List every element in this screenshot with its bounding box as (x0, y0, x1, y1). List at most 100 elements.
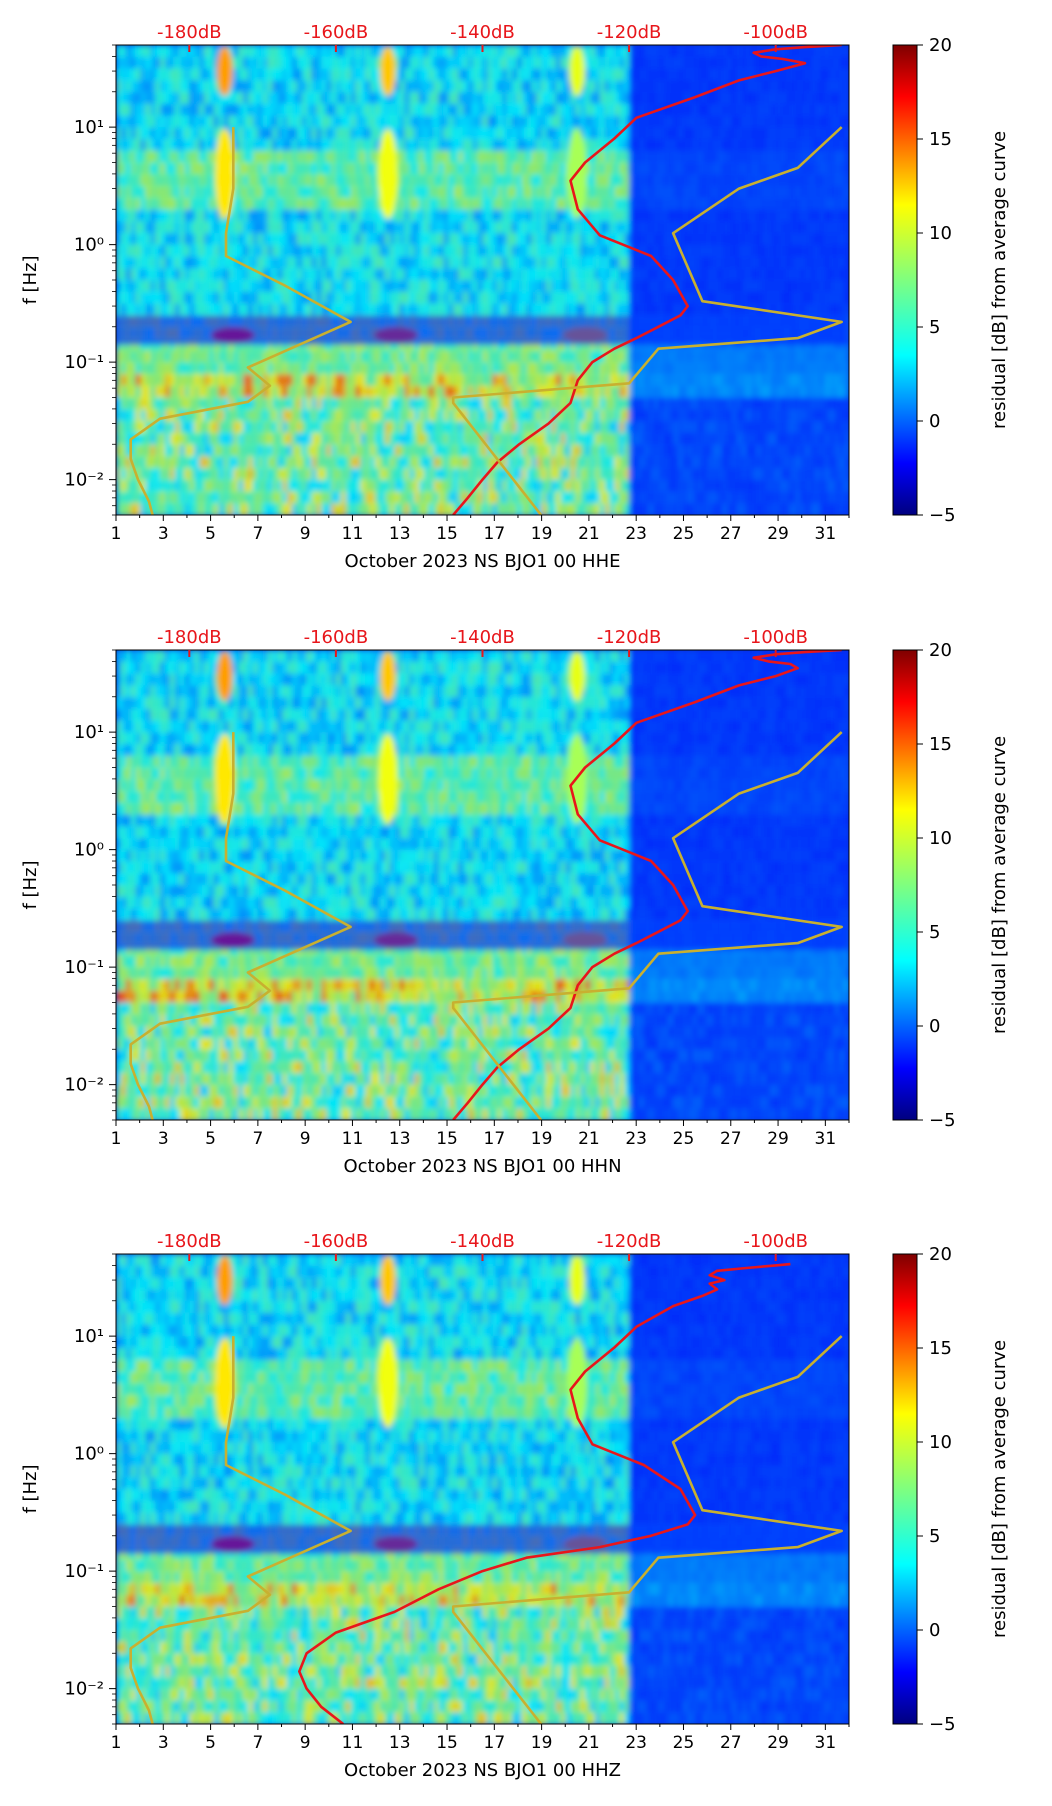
spectrogram-cell (140, 186, 147, 199)
spectrogram-cell (321, 186, 328, 199)
spectrogram-cell (179, 479, 186, 493)
spectrogram-cell (692, 456, 699, 469)
spectrogram-cell (492, 186, 499, 199)
spectrogram-cell (379, 303, 386, 317)
spectrogram-cell (194, 397, 201, 411)
spectrogram-cell (252, 92, 259, 105)
spectrogram-cell (453, 350, 460, 364)
spectrogram-cell (247, 197, 254, 211)
spectrogram-cell (120, 244, 127, 258)
spectrogram-cell (482, 45, 489, 58)
spectrogram-cell (252, 397, 259, 411)
spectrogram-cell (350, 479, 357, 493)
spectrogram-cell (116, 127, 122, 140)
spectrogram-cell (399, 186, 406, 199)
spectrogram-cell (458, 397, 464, 411)
spectrogram-cell (453, 103, 460, 117)
spectrogram-cell (668, 421, 675, 434)
spectrogram-cell (467, 186, 474, 199)
spectrogram-cell (594, 233, 601, 246)
spectrogram-cell (531, 350, 538, 364)
spectrogram-cell (135, 45, 142, 58)
spectrogram-cell (394, 350, 401, 364)
spectrogram-cell (370, 374, 376, 387)
spectrogram-cell (159, 139, 166, 152)
spectrogram-cell (477, 80, 484, 93)
spectrogram-cell (648, 503, 655, 515)
spectrogram-cell (648, 244, 655, 258)
spectrogram-cell (370, 186, 376, 199)
spectrogram-cell (502, 444, 508, 458)
spectrogram-cell (599, 56, 606, 70)
spectrogram-cell (189, 150, 196, 164)
spectrogram-cell (585, 150, 592, 164)
spectrogram-cell (311, 56, 318, 70)
spectrogram-cell (418, 456, 425, 469)
spectrogram-cell (272, 92, 279, 105)
spectrogram-cell (213, 303, 220, 317)
spectrogram-cell (414, 162, 420, 176)
spectrogram-cell (497, 115, 504, 129)
spectrogram-cell (335, 409, 342, 422)
spectrogram-cell (516, 162, 523, 176)
spectrogram-cell (687, 280, 694, 293)
spectrogram-cell (653, 362, 660, 375)
spectrogram-cell (721, 127, 728, 140)
spectrogram-cell (291, 374, 298, 387)
spectrogram-cell (145, 374, 152, 387)
spectrogram-cell (467, 374, 474, 387)
spectrogram-cell (301, 68, 308, 82)
spectrogram-cell (394, 374, 401, 387)
spectrogram-cell (355, 491, 362, 505)
spectrogram-cell (555, 92, 562, 105)
spectrogram-cell (521, 362, 528, 375)
spectrogram-cell (379, 256, 386, 270)
spectrogram-cell (272, 268, 279, 281)
spectrogram-cell (287, 56, 293, 70)
spectrogram-cell (619, 432, 626, 446)
spectrogram-cell (682, 174, 689, 187)
spectrogram-cell (526, 150, 533, 164)
spectrogram-cell (116, 338, 122, 352)
spectrogram-cell (262, 385, 269, 399)
spectrogram-cell (717, 421, 723, 434)
spectrogram-cell (453, 174, 460, 187)
spectrogram-cell (546, 291, 552, 305)
spectrogram-cell (565, 421, 572, 434)
spectrogram-cell (433, 162, 440, 176)
spectrogram-cell (116, 291, 122, 305)
spectrogram-cell (228, 362, 235, 375)
spectrogram-cell (145, 68, 152, 82)
spectrogram-cell (296, 409, 303, 422)
spectrogram-cell (585, 174, 592, 187)
spectrogram-cell (194, 80, 201, 93)
spectrogram-cell (546, 374, 552, 387)
spectrogram-cell (355, 162, 362, 176)
spectrogram-cell (164, 338, 171, 352)
spectrogram-cell (291, 139, 298, 152)
spectrogram-cell (282, 338, 289, 352)
spectrogram-cell (223, 291, 230, 305)
spectrogram-cell (638, 338, 645, 352)
spectrogram-cell (409, 56, 416, 70)
spectrogram-cell (604, 56, 611, 70)
spectrogram-cell (497, 139, 504, 152)
spectrogram-cell (472, 174, 479, 187)
spectrogram-cell (492, 115, 499, 129)
spectrogram-cell (174, 503, 181, 515)
spectrogram-cell (590, 256, 596, 270)
spectrogram-cell (448, 491, 455, 505)
spectrogram-cell (536, 139, 543, 152)
spectrogram-cell (394, 127, 401, 140)
spectrogram-cell (550, 80, 557, 93)
spectrogram-cell (721, 421, 728, 434)
spectrogram-cell (624, 303, 631, 317)
spectrogram-cell (462, 397, 469, 411)
spectrogram-cell (546, 491, 552, 505)
spectrogram-cell (614, 268, 621, 281)
spectrogram-cell (482, 303, 489, 317)
spectrogram-cell (409, 468, 416, 481)
spectrogram-cell (233, 80, 240, 93)
spectrogram-cell (702, 374, 709, 387)
spectrogram-cell (502, 209, 508, 223)
